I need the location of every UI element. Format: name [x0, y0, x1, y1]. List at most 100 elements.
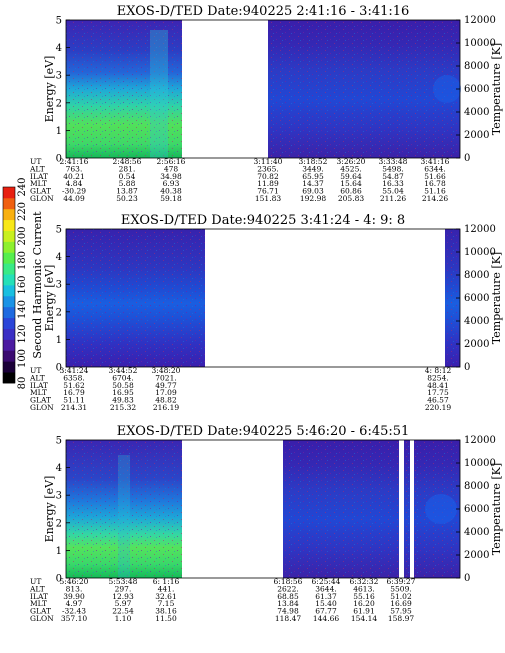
y2-tick-label: 8000	[464, 270, 489, 281]
ephemeris-cell: 6.93	[163, 179, 180, 188]
colorbar-swatch	[3, 274, 15, 286]
colorbar-tick-label: 140	[17, 300, 28, 319]
ephemeris-row-label: UT	[30, 366, 41, 375]
ephemeris-cell: 49.77	[155, 381, 177, 390]
ephemeris-cell: 61.37	[315, 592, 337, 601]
ephemeris-cell: -30.29	[62, 187, 86, 196]
y2-tick-label: 2000	[464, 339, 489, 350]
ephemeris-cell: 0.54	[119, 172, 136, 181]
ephemeris-cell: 215.32	[110, 403, 136, 412]
ephemeris-cell: 32.61	[155, 592, 176, 601]
ephemeris-cell: 59.18	[160, 194, 182, 203]
ephemeris-cell: 216.19	[153, 403, 179, 412]
y2-axis-label: Temperature [K]	[490, 43, 503, 135]
y-tick-label: 5	[56, 225, 62, 236]
y-tick-label: 0	[56, 363, 62, 374]
y2-tick-label: 8000	[464, 481, 489, 492]
colorbar-swatch	[3, 306, 15, 319]
colorbar-swatch	[3, 361, 15, 373]
ephemeris-cell: 54.87	[382, 172, 404, 181]
ephemeris-cell: 214.26	[422, 194, 448, 203]
ephemeris-cell: 7021.	[155, 373, 176, 382]
ephemeris-cell: 51.16	[424, 187, 446, 196]
ephemeris-row-label: GLON	[30, 403, 54, 412]
y2-tick-label: 0	[464, 153, 470, 164]
colorbar-swatch	[3, 328, 15, 340]
ephemeris-row-label: UT	[30, 577, 41, 586]
ephemeris-cell: 59.64	[340, 172, 362, 181]
heatmap-noise	[66, 229, 205, 367]
ephemeris-row-label: ALT	[29, 373, 45, 382]
y-axis-label: Energy [eV]	[43, 56, 56, 123]
colorbar-label: Second Harmonic Current	[31, 211, 44, 359]
y2-axis-label: Temperature [K]	[490, 252, 503, 344]
ephemeris-cell: 3:33:48	[379, 157, 408, 166]
ephemeris-cell: 6: 1:16	[153, 577, 180, 586]
y2-tick-label: 6000	[464, 84, 489, 95]
colorbar-tick-label: 200	[17, 226, 28, 245]
ephemeris-cell: 4613.	[353, 584, 374, 593]
ephemeris-cell: 1.10	[115, 614, 132, 623]
colorbar-tick-label: 100	[17, 349, 28, 368]
colorbar-swatch	[3, 230, 15, 242]
ephemeris-cell: 118.47	[275, 614, 301, 623]
ephemeris-cell: 220.19	[425, 403, 451, 412]
y2-tick-label: 2000	[464, 130, 489, 141]
ephemeris-cell: 6704.	[112, 373, 133, 382]
ephemeris-cell: 51.02	[390, 592, 412, 601]
ephemeris-cell: 65.95	[302, 172, 324, 181]
colorbar-tick-label: 180	[17, 251, 28, 270]
ephemeris-row-label: ILAT	[30, 592, 48, 601]
y-tick-label: 3	[56, 280, 62, 291]
ephemeris-cell: 2622.	[277, 584, 298, 593]
ephemeris-cell: 13.87	[116, 187, 138, 196]
ephemeris-cell: 61.91	[353, 607, 374, 616]
ephemeris-cell: 67.77	[315, 607, 337, 616]
colorbar-swatch	[3, 295, 15, 308]
ephemeris-cell: 478	[164, 164, 179, 173]
ephemeris-cell: 3:11:40	[254, 157, 283, 166]
ephemeris-row-label: MLT	[30, 388, 47, 397]
ephemeris-cell: 4525.	[340, 164, 361, 173]
y2-tick-label: 10000	[464, 38, 496, 49]
ephemeris-cell: 38.16	[155, 607, 177, 616]
ephemeris-cell: 6:18:56	[274, 577, 303, 586]
ephemeris-cell: 7.15	[158, 599, 175, 608]
ephemeris-cell: 16.69	[390, 599, 412, 608]
heatmap-noise	[268, 20, 460, 158]
ephemeris-cell: 48.41	[427, 381, 448, 390]
ephemeris-cell: 76.71	[257, 187, 278, 196]
ephemeris-cell: 50.58	[112, 381, 134, 390]
ephemeris-cell: 17.75	[427, 388, 449, 397]
ephemeris-cell: 11.50	[155, 614, 177, 623]
ephemeris-cell: 16.95	[112, 388, 134, 397]
heatmap-noise	[66, 20, 182, 158]
ephemeris-row-label: UT	[30, 157, 41, 166]
ephemeris-cell: 2:48:56	[113, 157, 142, 166]
y2-tick-label: 8000	[464, 61, 489, 72]
y2-tick-label: 12000	[464, 435, 496, 446]
y-tick-label: 4	[56, 43, 62, 54]
y-tick-label: 1	[56, 546, 62, 557]
ephemeris-row-label: GLAT	[30, 607, 51, 616]
y2-tick-label: 12000	[464, 15, 496, 26]
heatmap-feature	[150, 30, 168, 158]
ephemeris-cell: 39.90	[63, 592, 85, 601]
ephemeris-cell: 3449.	[302, 164, 323, 173]
ephemeris-cell: 22.54	[112, 607, 134, 616]
ephemeris-cell: 3:41:24	[60, 366, 89, 375]
ephemeris-cell: 158.97	[388, 614, 414, 623]
ephemeris-row-label: GLON	[30, 614, 54, 623]
ephemeris-cell: 14.37	[302, 179, 324, 188]
y-tick-label: 0	[56, 574, 62, 585]
colorbar-swatch	[3, 285, 15, 297]
ephemeris-row-label: GLAT	[30, 396, 51, 405]
colorbar-swatch	[3, 187, 15, 199]
colorbar-tick-label: 240	[17, 177, 28, 196]
colorbar-swatch	[3, 252, 15, 264]
ephemeris-row-label: GLAT	[30, 187, 51, 196]
y2-tick-label: 6000	[464, 504, 489, 515]
heatmap-feature	[433, 75, 461, 103]
ephemeris-cell: 763.	[66, 164, 83, 173]
